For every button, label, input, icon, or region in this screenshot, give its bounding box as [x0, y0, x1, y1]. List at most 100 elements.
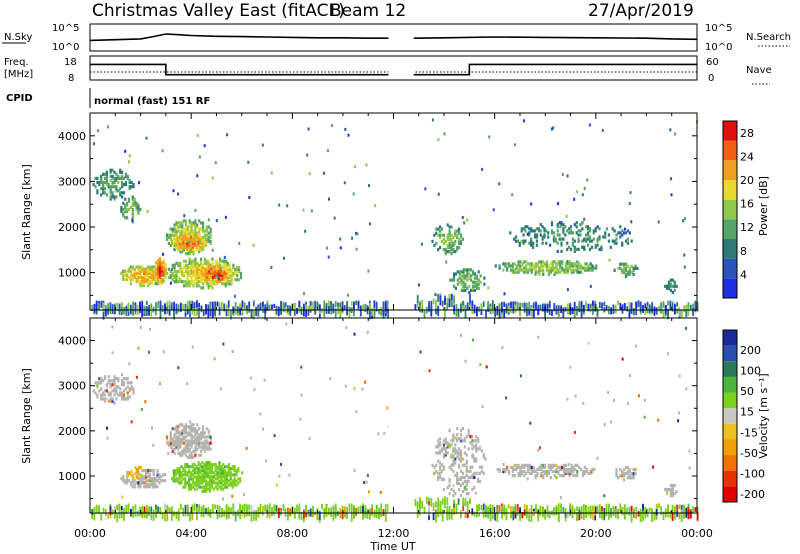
- heatmap-cell: [556, 233, 559, 237]
- heatmap-cell: [571, 507, 574, 512]
- heatmap-cell: [198, 302, 200, 307]
- heatmap-cell: [218, 481, 221, 485]
- heatmap-cell: [467, 431, 470, 435]
- heatmap-cell: [180, 471, 183, 475]
- heatmap-cell: [124, 397, 127, 401]
- heatmap-cell: [177, 276, 180, 280]
- heatmap-cell: [190, 233, 193, 237]
- heatmap-cell: [578, 512, 581, 521]
- heatmap-cell: [184, 465, 187, 469]
- heatmap-cell: [127, 275, 131, 279]
- heatmap-cell: [131, 197, 134, 201]
- heatmap-cell: [111, 180, 114, 185]
- heatmap-cell: [186, 443, 189, 447]
- heatmap-cell: [263, 378, 266, 382]
- heatmap-cell: [186, 455, 189, 459]
- heatmap-cell: [328, 507, 330, 515]
- heatmap-cell: [216, 475, 219, 479]
- heatmap-cell: [595, 266, 598, 270]
- heatmap-cell: [428, 301, 430, 310]
- heatmap-cell: [454, 436, 457, 440]
- heatmap-cell: [175, 425, 178, 429]
- heatmap-cell: [161, 305, 164, 313]
- heatmap-cell: [617, 231, 620, 235]
- heatmap-cell: [594, 243, 597, 247]
- heatmap-cell: [141, 269, 144, 273]
- heatmap-cell: [504, 467, 507, 472]
- heatmap-cell: [133, 197, 136, 201]
- heatmap-cell: [127, 302, 130, 312]
- heatmap-cell: [562, 223, 565, 227]
- heatmap-cell: [169, 431, 172, 435]
- heatmap-cell: [182, 469, 185, 473]
- heatmap-cell: [353, 509, 355, 519]
- heatmap-cell: [111, 304, 114, 314]
- heatmap-cell: [362, 506, 364, 513]
- heatmap-cell: [193, 483, 196, 487]
- heatmap-cell: [506, 262, 509, 266]
- heatmap-cell: [181, 274, 184, 278]
- heatmap-cell: [630, 270, 633, 274]
- heatmap-cell: [177, 304, 180, 313]
- heatmap-cell: [188, 231, 191, 235]
- heatmap-cell: [164, 273, 167, 277]
- heatmap-cell: [619, 235, 622, 239]
- heatmap-cell: [566, 270, 569, 274]
- heatmap-cell: [175, 274, 178, 278]
- heatmap-cell: [171, 263, 174, 267]
- heatmap-cell: [196, 231, 199, 235]
- heatmap-cell: [224, 284, 227, 288]
- heatmap-cell: [546, 303, 549, 312]
- heatmap-cell: [215, 271, 218, 275]
- heatmap-cell: [437, 294, 440, 302]
- heatmap-cell: [132, 389, 135, 393]
- heatmap-cell: [186, 274, 189, 278]
- heatmap-cell: [230, 278, 233, 282]
- heatmap-cell: [113, 377, 116, 381]
- heatmap-cell: [113, 387, 116, 391]
- heatmap-cell: [366, 511, 369, 519]
- heatmap-cell: [671, 290, 674, 294]
- heatmap-cell: [168, 508, 171, 514]
- heatmap-cell: [306, 153, 309, 157]
- heatmap-cell: [188, 471, 191, 475]
- heatmap-cell: [459, 235, 463, 239]
- heatmap-cell: [195, 483, 198, 487]
- heatmap-cell: [524, 225, 527, 229]
- heatmap-cell: [559, 262, 562, 266]
- heatmap-cell: [237, 469, 240, 473]
- heatmap-cell: [179, 443, 182, 447]
- heatmap-cell: [143, 273, 146, 277]
- heatmap-cell: [245, 446, 248, 450]
- heatmap-cell: [466, 272, 469, 276]
- heatmap-cell: [230, 507, 232, 515]
- heatmap-cell: [230, 280, 233, 284]
- heatmap-cell: [535, 239, 538, 243]
- heatmap-cell: [109, 385, 112, 389]
- heatmap-cell: [103, 393, 107, 397]
- heatmap-cell: [611, 227, 614, 231]
- heatmap-cell: [157, 271, 160, 275]
- heatmap-cell: [156, 485, 159, 489]
- heatmap-cell: [227, 463, 230, 467]
- heatmap-cell: [542, 469, 545, 474]
- heatmap-cell: [475, 443, 478, 447]
- heatmap-cell: [198, 453, 201, 457]
- heatmap-cell: [604, 231, 607, 235]
- heatmap-cell: [465, 469, 468, 473]
- heatmap-cell: [448, 443, 451, 447]
- heatmap-cell: [630, 302, 633, 309]
- heatmap-cell: [460, 333, 462, 337]
- heatmap-cell: [103, 375, 107, 379]
- heatmap-cell: [564, 463, 568, 467]
- heatmap-cell: [571, 241, 574, 245]
- heatmap-cell: [192, 274, 195, 278]
- heatmap-cell: [131, 473, 134, 477]
- heatmap-cell: [96, 385, 99, 389]
- heatmap-cell: [621, 357, 624, 361]
- heatmap-cell: [137, 205, 140, 209]
- heatmap-cell: [225, 511, 228, 517]
- heatmap-cell: [203, 471, 206, 475]
- heatmap-cell: [624, 274, 628, 279]
- heatmap-cell: [458, 280, 461, 284]
